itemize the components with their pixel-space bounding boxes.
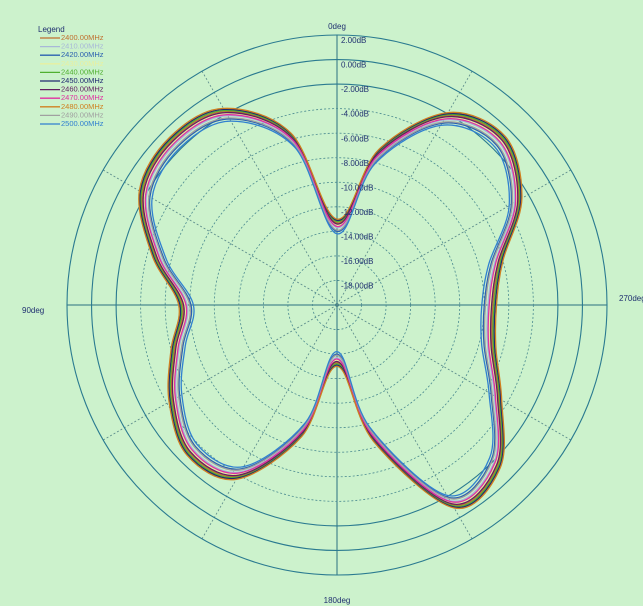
labels: 2.00dB 0.00dB -2.00dB -4.00dB -6.00dB -8.00dB…	[22, 22, 643, 605]
angle-label: 270deg	[619, 294, 643, 303]
legend-label: 2400.00MHz	[61, 33, 104, 42]
plot-lines	[138, 107, 523, 510]
r-tick-label: -12.00dB	[341, 208, 373, 217]
spoke	[102, 304, 338, 441]
legend-label: 2430.00MHz	[61, 59, 104, 68]
legend-label: 2450.00MHz	[61, 76, 104, 85]
r-tick-label: -6.00dB	[341, 134, 369, 143]
series-line	[138, 107, 523, 510]
legend-label: 2490.00MHz	[61, 110, 104, 119]
r-tick-label: -2.00dB	[341, 85, 369, 94]
ring	[262, 230, 412, 380]
ring	[66, 34, 608, 576]
series-line	[151, 120, 510, 497]
series-line	[148, 118, 513, 499]
r-tick-label: -16.00dB	[341, 257, 373, 266]
legend: Legend 2400.00MHz2410.00MHz2420.00MHz243…	[38, 25, 104, 128]
spoke	[336, 304, 572, 441]
r-tick-label: -14.00dB	[341, 232, 373, 241]
spoke	[336, 169, 572, 306]
angle-label: 90deg	[22, 306, 44, 315]
ring	[115, 83, 559, 527]
ring	[140, 108, 534, 502]
r-tick-label: 0.00dB	[341, 61, 366, 70]
angle-label: 180deg	[324, 596, 351, 605]
series-line	[142, 111, 519, 505]
ring	[213, 181, 461, 429]
series-line	[144, 114, 517, 503]
legend-label: 2470.00MHz	[61, 93, 104, 102]
r-tick-label: -10.00dB	[341, 183, 373, 192]
legend-label: 2460.00MHz	[61, 85, 104, 94]
r-tick-label: 2.00dB	[341, 36, 366, 45]
ring	[238, 206, 436, 404]
spoke	[336, 70, 473, 306]
legend-label: 2420.00MHz	[61, 50, 104, 59]
spoke	[201, 304, 338, 540]
ring	[90, 58, 584, 552]
r-tick-label: -18.00dB	[341, 282, 373, 291]
legend-label: 2480.00MHz	[61, 102, 104, 111]
legend-label: 2410.00MHz	[61, 42, 104, 51]
legend-title: Legend	[38, 25, 65, 34]
angle-label: 0deg	[328, 22, 346, 31]
legend-label: 2440.00MHz	[61, 67, 104, 76]
r-tick-label: -8.00dB	[341, 159, 369, 168]
series-line	[147, 117, 514, 500]
ring	[312, 280, 362, 330]
legend-label: 2500.00MHz	[61, 119, 104, 128]
r-tick-label: -4.00dB	[341, 110, 369, 119]
ring	[164, 132, 510, 478]
